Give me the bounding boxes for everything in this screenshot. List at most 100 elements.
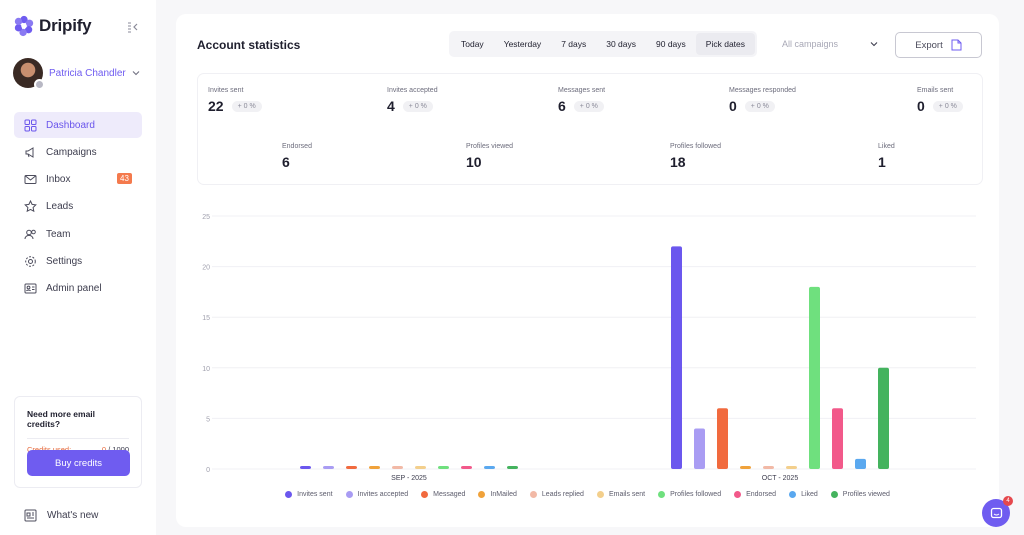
stat-liked: Liked 1 [878,143,895,170]
bar-profiles-viewed [507,466,518,469]
legend-item[interactable]: Emails sent [596,491,646,498]
stat-value: 10 [466,154,482,170]
bar-leads-replied [763,466,774,469]
legend-item[interactable]: Endorsed [734,491,776,498]
legend-swatch [734,491,742,498]
legend-label: Leads replied [541,491,584,498]
y-tick-label: 15 [202,315,210,322]
stat-messages-sent: Messages sent 6 + 0 % [558,87,605,114]
sidebar-item-campaigns[interactable]: Campaigns [14,139,142,165]
stat-value-row: 6 + 0 % [558,98,605,114]
app-name: Dripify [39,16,92,35]
stat-label: Liked [878,143,895,150]
bar-inmailed [740,466,751,469]
bar-invites-accepted [694,428,705,469]
status-dot [34,79,45,90]
export-button[interactable]: Export [895,32,982,58]
dashboard-icon [24,119,37,131]
stat-invites-sent: Invites sent 22 + 0 % [208,87,262,114]
legend-label: Emails sent [608,491,646,498]
legend-swatch [789,491,797,498]
bar-endorsed [461,466,472,469]
dripify-logo-icon [14,15,34,37]
sidebar-item-admin-panel[interactable]: Admin panel [14,276,142,302]
bar-emails-sent [786,466,797,469]
sidebar-item-settings[interactable]: Settings [14,248,142,274]
notification-badge: 4 [1003,496,1013,506]
page-title: Account statistics [197,38,301,52]
sidebar-item-team[interactable]: Team [14,221,142,247]
chat-icon [990,507,1002,518]
stat-value-row: 22 + 0 % [208,98,262,114]
legend-item[interactable]: InMailed [478,491,517,498]
legend-swatch [421,491,429,498]
stat-delta: + 0 % [573,100,604,112]
legend-label: Liked [801,491,818,498]
range-option-yesterday[interactable]: Yesterday [503,39,542,49]
export-file-icon [951,39,962,51]
news-icon [24,509,37,522]
stat-profiles-followed: Profiles followed 18 [670,143,721,170]
bar-endorsed [832,408,843,469]
stat-label: Profiles followed [670,143,721,150]
buy-credits-button[interactable]: Buy credits [27,450,130,476]
y-tick-label: 20 [202,265,210,272]
chevron-down-icon [132,71,140,76]
stat-delta: + 0 % [932,100,963,112]
legend-item[interactable]: Invites accepted [345,491,409,498]
credits-used-label: Credits used: [27,445,71,454]
stat-value: 1 [878,154,886,170]
legend-label: Profiles viewed [842,491,890,498]
y-tick-label: 0 [206,467,210,474]
stat-value: 6 [282,154,290,170]
date-range-selector: Today Yesterday 7 days 30 days 90 days Pick d… [449,31,758,57]
user-name: Patricia Chandler [49,67,126,79]
credits-usage-row: Credits used: 0 / 1000 [27,438,129,454]
legend-swatch [529,491,537,498]
stat-value-row: 0 + 0 % [729,98,796,114]
range-option-30-days[interactable]: 30 days [606,39,637,49]
stat-invites-accepted: Invites accepted 4 + 0 % [387,87,438,114]
stat-value-row: 0 + 0 % [917,98,963,114]
legend-item[interactable]: Profiles viewed [830,491,890,498]
user-menu[interactable]: Patricia Chandler [13,58,140,90]
legend-label: Messaged [433,491,466,498]
x-tick-label: OCT - 2025 [762,475,799,482]
legend-item[interactable]: Messaged [421,491,465,498]
legend-label: Profiles followed [670,491,722,498]
stat-value: 0 [729,98,737,114]
range-option-pick-dates[interactable]: Pick dates [695,33,756,55]
range-option-90-days[interactable]: 90 days [656,39,686,49]
legend-item[interactable]: Profiles followed [658,491,721,498]
sidebar-item-label: Leads [46,201,74,213]
sidebar-item-inbox[interactable]: Inbox 43 [14,167,142,193]
legend-item[interactable]: Invites sent [285,491,333,498]
stat-value: 18 [670,154,686,170]
stat-label: Endorsed [282,143,312,150]
campaign-select-value: All campaigns [782,39,839,49]
main-panel: Account statistics Today Yesterday 7 days 3… [176,14,999,527]
bar-liked [855,458,866,469]
help-chat-button[interactable]: 4 [982,496,1013,527]
logo[interactable]: Dripify [13,15,92,37]
stat-value: 6 [558,98,566,114]
sidebar-item-dashboard[interactable]: Dashboard [14,112,142,138]
megaphone-icon [25,146,34,158]
collapse-sidebar-icon[interactable] [127,21,139,33]
stat-label: Profiles viewed [466,143,514,150]
whats-new-link[interactable]: What's new [24,509,98,522]
range-option-7-days[interactable]: 7 days [561,39,587,49]
legend-label: Invites accepted [357,491,409,498]
campaign-select[interactable]: All campaigns [774,32,886,56]
stat-label: Invites sent [208,87,244,94]
sidebar-item-label: Dashboard [46,119,95,131]
email-credits-card: Need more email credits? Credits used: 0… [14,396,142,488]
range-option-today[interactable]: Today [461,39,484,49]
stat-label: Emails sent [917,87,954,94]
legend-item[interactable]: Liked [789,491,818,498]
activity-bar-chart: 0 5 10 15 20 25 SEP - 2025 OCT - 2025 [202,214,976,482]
sidebar-item-leads[interactable]: Leads [14,194,142,220]
sidebar-item-label: Inbox [46,174,71,186]
legend-item[interactable]: Leads replied [529,491,584,498]
